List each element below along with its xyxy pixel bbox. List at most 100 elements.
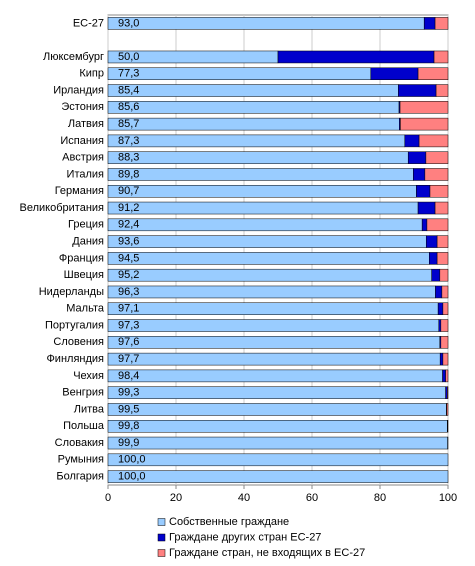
bar-segment — [416, 185, 431, 198]
bar-segment — [404, 134, 420, 148]
data-label: 95,2 — [118, 269, 139, 281]
bar-segment — [107, 252, 430, 265]
bar-segment — [370, 67, 419, 80]
bar-segment — [433, 50, 449, 64]
x-tick-label: 60 — [306, 492, 318, 504]
y-tick-label: Литва — [74, 403, 105, 415]
data-label: 100,0 — [118, 471, 146, 483]
bar-segment — [435, 285, 443, 299]
y-tick-label: Венгрия — [62, 387, 104, 399]
bar-segment — [107, 420, 448, 433]
bar-segment — [447, 386, 449, 399]
bar-segment — [417, 67, 449, 80]
bar-segment — [413, 168, 426, 181]
data-label: 89,8 — [118, 168, 139, 180]
y-tick-label: Греция — [68, 219, 104, 231]
legend-swatch — [157, 518, 166, 526]
bar-segment — [429, 252, 438, 265]
bar-segment — [107, 386, 446, 399]
y-tick-label: Кипр — [79, 68, 104, 80]
y-tick-label: Болгария — [56, 471, 104, 483]
bar-segment — [436, 252, 449, 265]
y-tick-label: Эстония — [61, 101, 104, 113]
bar-segment — [107, 101, 400, 114]
bar-segment — [107, 319, 440, 332]
bar-segment — [436, 235, 449, 248]
bar-segment — [107, 201, 419, 215]
bar-segment — [107, 235, 427, 248]
y-tick-label: Италия — [67, 168, 105, 180]
bar-segment — [425, 151, 449, 164]
bar-segment — [107, 117, 400, 131]
bar-segment — [429, 185, 449, 198]
bar-segment — [446, 403, 449, 416]
bar-segment — [107, 436, 448, 450]
x-tick-label: 100 — [439, 492, 457, 504]
bar-segment — [107, 285, 436, 299]
x-tick-label: 40 — [238, 492, 250, 504]
bar-segment — [107, 17, 425, 30]
bar-segment — [398, 84, 437, 97]
bar-segment — [434, 201, 449, 215]
y-tick-label: Германия — [55, 185, 104, 197]
bar-segment — [407, 151, 427, 164]
legend-swatch — [157, 549, 166, 557]
bar-segment — [107, 151, 409, 164]
y-tick-label: Мальта — [66, 303, 105, 315]
bar-segment — [442, 302, 449, 315]
data-label: 77,3 — [118, 68, 139, 80]
bar-segment — [438, 319, 442, 332]
y-tick-label: Португалия — [45, 319, 104, 331]
bar-segment — [418, 134, 449, 148]
bar-segment — [107, 403, 447, 416]
legend-label: Собственные граждане — [169, 516, 289, 528]
bar-segment — [107, 369, 443, 383]
y-tick-label: Дания — [72, 236, 104, 248]
data-label: 99,5 — [118, 403, 139, 415]
bar-segment — [431, 268, 441, 282]
y-tick-label: Великобритания — [20, 202, 105, 214]
x-tick-label: 20 — [170, 492, 182, 504]
y-tick-label: Нидерланды — [39, 286, 104, 298]
bar-segment — [107, 218, 423, 232]
y-tick-label: Румыния — [58, 454, 104, 466]
bar-segment — [435, 84, 449, 97]
bar-segment — [107, 84, 399, 97]
y-tick-label: Ирландия — [53, 84, 104, 96]
y-tick-label: Польша — [63, 420, 105, 432]
bar-segment — [434, 17, 449, 30]
bar-segment — [107, 268, 432, 282]
bar-segment — [107, 168, 414, 181]
bar-segment — [107, 336, 441, 349]
bar-segment — [442, 352, 449, 366]
data-label: 97,6 — [118, 336, 139, 348]
data-label: 88,3 — [118, 152, 139, 164]
bar-segment — [421, 218, 428, 232]
bar-segment — [107, 453, 449, 467]
bar-segment — [400, 117, 449, 131]
bar-segment — [439, 352, 444, 366]
bar-segment — [424, 168, 449, 181]
bar-segment — [399, 101, 449, 114]
data-label: 92,4 — [118, 219, 139, 231]
legend-label: Граждане стран, не входящих в ЕС-27 — [169, 547, 365, 559]
data-label: 93,6 — [118, 236, 139, 248]
data-label: 98,4 — [118, 370, 139, 382]
data-label: 90,7 — [118, 185, 139, 197]
y-tick-label: Австрия — [62, 152, 104, 164]
y-tick-label: Чехия — [73, 370, 104, 382]
bar-segment — [426, 218, 449, 232]
y-tick-label: Словакия — [55, 437, 104, 449]
data-label: 85,6 — [118, 101, 139, 113]
bar-segment — [445, 369, 449, 383]
y-tick-label: Словения — [53, 336, 104, 348]
bar-segment — [425, 235, 438, 248]
bar-segment — [423, 17, 436, 30]
bar-segment — [107, 185, 417, 198]
y-tick-label: Финляндия — [46, 353, 104, 365]
data-label: 96,3 — [118, 286, 139, 298]
data-label: 91,2 — [118, 202, 139, 214]
data-label: 99,8 — [118, 420, 139, 432]
bar-segment — [107, 470, 449, 483]
data-label: 50,0 — [118, 51, 139, 63]
